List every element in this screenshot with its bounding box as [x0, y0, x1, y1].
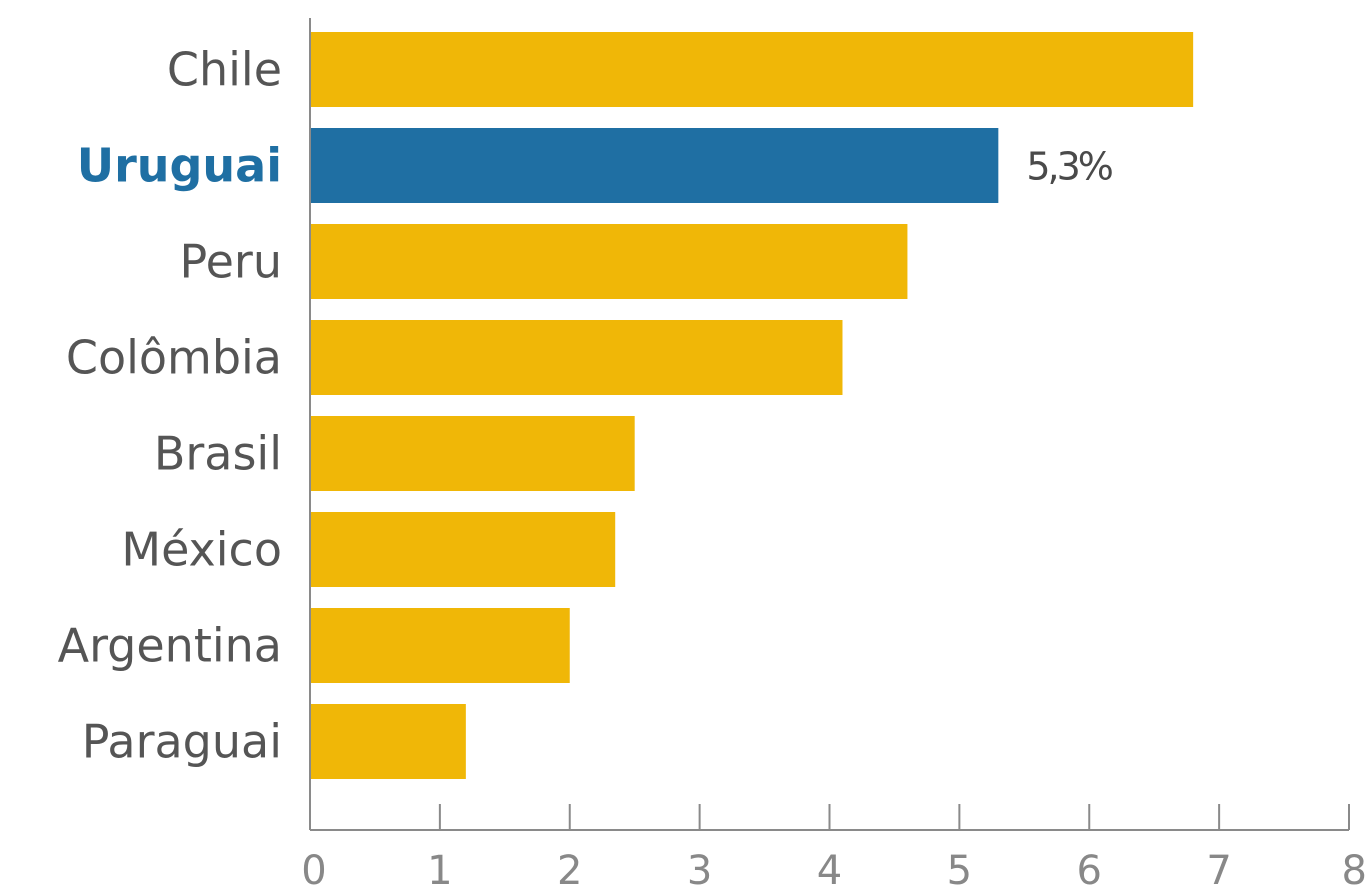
data-labels: 5,3%	[1026, 145, 1115, 189]
bar-chile	[310, 32, 1194, 107]
x-tick-label-4: 4	[817, 848, 842, 894]
bar-argentina	[310, 608, 570, 683]
x-tick-label-8: 8	[1342, 848, 1367, 894]
x-tick-label-7: 7	[1206, 848, 1231, 894]
category-label-uruguai: Uruguai	[77, 139, 282, 193]
x-tick-label-0: 0	[301, 848, 326, 894]
bar-mexico	[310, 512, 616, 587]
bar-brasil	[310, 416, 635, 491]
bar-uruguai	[310, 128, 999, 203]
x-axis: 0 1 2 3 4 5 6 7 8	[301, 18, 1367, 894]
bar-colombia	[310, 320, 843, 395]
data-label-uruguai: 5,3%	[1026, 145, 1112, 189]
bars-group	[310, 32, 1194, 779]
category-label-colombia: Colômbia	[66, 331, 282, 385]
x-tick-label-5: 5	[947, 848, 972, 894]
category-label-brasil: Brasil	[154, 427, 282, 481]
category-label-chile: Chile	[167, 43, 282, 97]
category-label-peru: Peru	[180, 235, 282, 289]
x-tick-label-2: 2	[557, 848, 582, 894]
category-label-paraguai: Paraguai	[82, 715, 282, 769]
x-tick-label-1: 1	[427, 848, 452, 894]
category-label-mexico: México	[121, 523, 282, 577]
category-label-argentina: Argentina	[58, 619, 282, 673]
bar-paraguai	[310, 704, 466, 779]
x-tick-label-3: 3	[687, 848, 712, 894]
category-labels: Chile Uruguai Peru Colômbia Brasil México Arge…	[58, 43, 282, 769]
bar-peru	[310, 224, 908, 299]
x-tick-label-6: 6	[1077, 848, 1102, 894]
